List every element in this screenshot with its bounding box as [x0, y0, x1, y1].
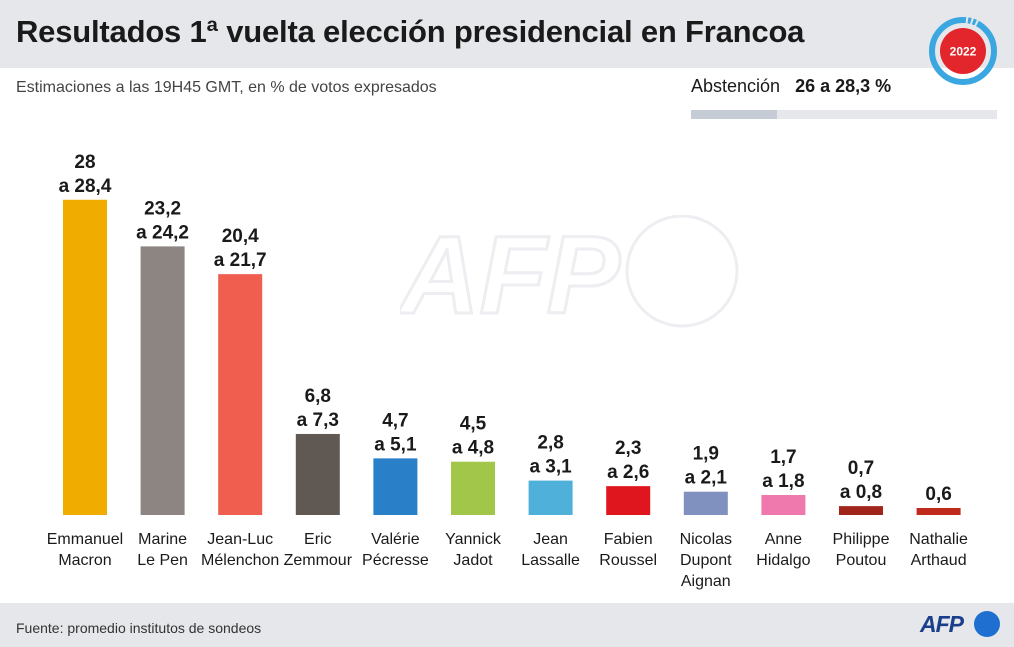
header-bar: Resultados 1ª vuelta elección presidenci…	[0, 0, 1014, 68]
category-label-3-1: Zemmour	[284, 552, 353, 569]
afp-logo: AFP	[920, 611, 1000, 639]
category-label-0-0: Emmanuel	[47, 531, 123, 548]
afp-logo-dot-icon	[974, 611, 1000, 637]
data-label-3-1: a 7,3	[297, 410, 339, 431]
category-label-4-1: Pécresse	[362, 552, 429, 569]
category-label-5-0: Yannick	[445, 531, 502, 548]
data-label-2-0: 20,4	[222, 226, 259, 247]
category-label-6-0: Jean	[533, 531, 568, 548]
data-label-8-0: 1,9	[693, 444, 719, 465]
data-label-7-1: a 2,6	[607, 462, 649, 483]
data-label-1-0: 23,2	[144, 198, 181, 219]
page-title: Resultados 1ª vuelta elección presidenci…	[16, 14, 805, 49]
category-label-9-0: Anne	[765, 531, 802, 548]
data-label-9-0: 1,7	[770, 447, 796, 468]
bar-9	[761, 495, 806, 515]
category-label-11-1: Arthaud	[911, 552, 967, 569]
data-label-10-0: 0,7	[848, 458, 874, 479]
bar-chart: 28 a 28,4 Emmanuel Macron 23,2 a 24,2 Marine Le…	[47, 152, 968, 590]
bar-8	[683, 491, 728, 515]
footer-bar: Fuente: promedio institutos de sondeos A…	[0, 603, 1014, 647]
bar-6	[528, 480, 573, 515]
category-label-10-0: Philippe	[833, 531, 890, 548]
bar-1	[140, 246, 185, 515]
watermark-text: AFP	[400, 215, 621, 330]
data-label-3-0: 6,8	[305, 386, 331, 407]
afp-watermark-icon: AFP	[400, 215, 739, 330]
category-label-1-1: Le Pen	[137, 552, 188, 569]
data-label-10-1: a 0,8	[840, 482, 882, 503]
data-label-5-0: 4,5	[460, 414, 487, 435]
data-label-0-0: 28	[74, 152, 95, 173]
category-label-4-0: Valérie	[371, 531, 420, 548]
data-label-11-0: 0,6	[925, 484, 951, 505]
category-label-8-1: Dupont	[680, 552, 732, 569]
data-label-5-1: a 4,8	[452, 438, 494, 459]
bar-7	[606, 486, 651, 515]
abstention-label: Abstención 26 a 28,3 %	[691, 76, 891, 97]
afp-logo-text: AFP	[920, 611, 964, 637]
data-label-2-1: a 21,7	[214, 250, 267, 271]
data-label-6-0: 2,8	[537, 433, 563, 454]
data-label-1-1: a 24,2	[136, 222, 189, 243]
abstention-label-text: Abstención	[691, 76, 781, 96]
category-label-6-1: Lassalle	[521, 552, 580, 569]
data-label-4-1: a 5,1	[374, 434, 417, 455]
data-label-6-1: a 3,1	[529, 457, 572, 478]
category-label-7-1: Roussel	[599, 552, 657, 569]
category-label-5-1: Jadot	[453, 552, 493, 569]
abstention-bar	[691, 110, 997, 119]
data-label-4-0: 4,7	[382, 410, 408, 431]
category-label-8-2: Aignan	[681, 573, 731, 590]
abstention-bar-fill	[691, 110, 777, 119]
abstention-value: 26 a 28,3 %	[795, 76, 892, 96]
bar-2	[218, 274, 263, 515]
category-label-2-1: Mélenchon	[201, 552, 279, 569]
category-label-8-0: Nicolas	[680, 531, 732, 548]
category-label-7-0: Fabien	[604, 531, 653, 548]
category-label-3-0: Eric	[304, 531, 332, 548]
category-label-9-1: Hidalgo	[756, 552, 810, 569]
data-label-8-1: a 2,1	[685, 468, 728, 489]
bar-11	[916, 508, 961, 515]
category-label-2-0: Jean-Luc	[207, 531, 273, 548]
chart-subtitle: Estimaciones a las 19H45 GMT, en % de vo…	[16, 79, 437, 96]
data-label-7-0: 2,3	[615, 438, 641, 459]
data-label-0-1: a 28,4	[59, 176, 112, 197]
data-label-9-1: a 1,8	[762, 471, 804, 492]
bar-3	[295, 433, 340, 515]
category-label-0-1: Macron	[58, 552, 111, 569]
year-badge-icon: 2022	[928, 16, 998, 86]
bar-10	[839, 506, 883, 515]
category-label-1-0: Marine	[138, 531, 187, 548]
bar-4	[373, 458, 418, 515]
category-label-10-1: Poutou	[836, 552, 887, 569]
source-note: Fuente: promedio institutos de sondeos	[16, 620, 262, 636]
bar-5	[451, 461, 495, 515]
category-label-11-0: Nathalie	[909, 531, 968, 548]
bar-0	[63, 199, 107, 515]
badge-year: 2022	[950, 45, 977, 59]
